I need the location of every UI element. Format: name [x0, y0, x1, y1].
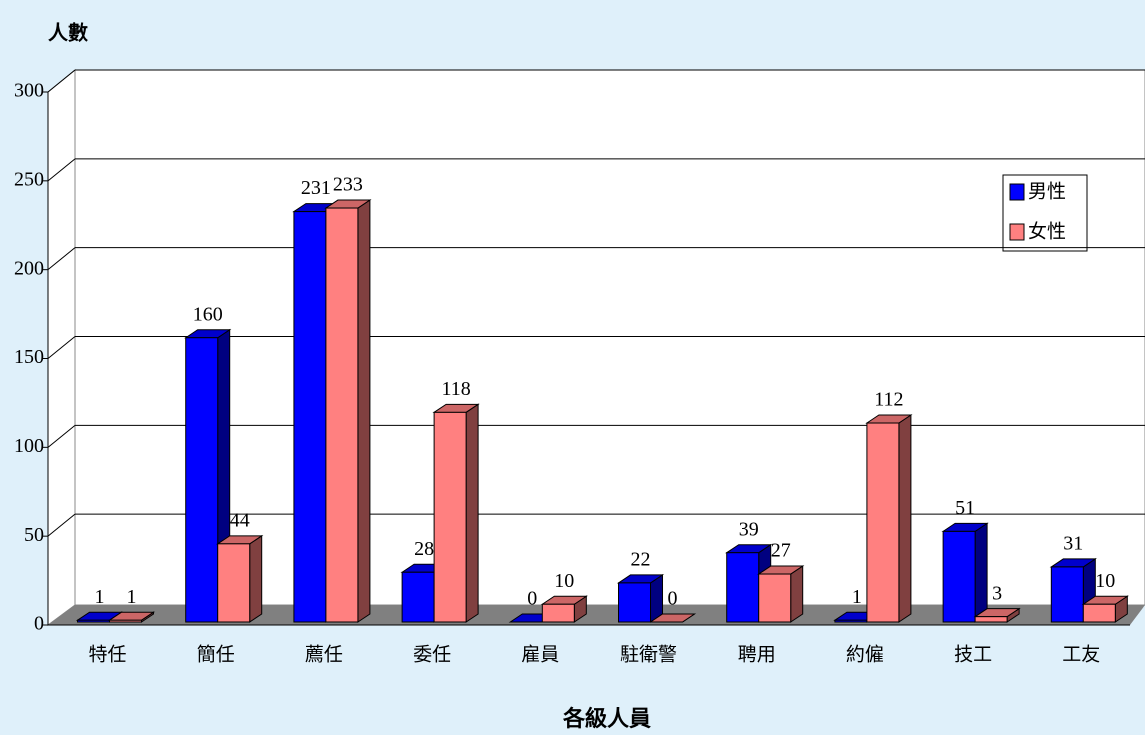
value-label: 28	[414, 538, 434, 560]
y-tick-label: 200	[14, 257, 44, 279]
x-tick-label: 特任	[89, 644, 127, 666]
y-axis-title: 人數	[48, 21, 88, 45]
x-tick-label: 雇員	[521, 644, 559, 666]
bar	[541, 603, 575, 623]
bar-top	[648, 613, 697, 623]
bar	[217, 543, 251, 623]
value-label: 1	[95, 586, 105, 608]
bar-side	[249, 534, 263, 623]
bar-side	[357, 199, 371, 623]
x-tick-label: 約僱	[846, 644, 884, 666]
bar	[1050, 566, 1084, 623]
value-label: 31	[1063, 533, 1083, 555]
value-label: 112	[874, 389, 903, 411]
bar	[1082, 603, 1116, 623]
bar	[942, 530, 976, 623]
x-tick-label: 技工	[954, 644, 992, 666]
bar	[109, 619, 143, 623]
value-label: 44	[230, 509, 250, 531]
bar	[726, 552, 760, 623]
bar-side	[898, 414, 912, 623]
y-tick-label: 0	[34, 613, 44, 635]
value-label: 39	[739, 518, 759, 540]
value-label: 0	[668, 588, 678, 610]
x-tick-label: 委任	[413, 644, 451, 666]
y-tick-label: 50	[24, 524, 44, 546]
bar	[325, 207, 359, 623]
grid-line	[47, 247, 76, 271]
y-tick-label: 300	[14, 80, 44, 102]
bar	[185, 337, 219, 623]
value-label: 0	[527, 588, 537, 610]
bar-side	[465, 403, 479, 623]
y-tick-label: 150	[14, 346, 44, 368]
x-tick-label: 聘用	[738, 644, 776, 666]
legend-swatch	[1009, 183, 1025, 201]
value-label: 160	[193, 303, 223, 325]
y-tick-label: 100	[14, 435, 44, 457]
bar	[433, 411, 467, 623]
value-label: 118	[441, 378, 470, 400]
legend-label: 女性	[1028, 221, 1066, 243]
value-label: 231	[301, 177, 331, 199]
x-axis-title: 各級人員	[562, 706, 651, 732]
bar	[758, 573, 792, 623]
bar	[77, 619, 111, 623]
value-label: 1	[127, 586, 137, 608]
grid-line	[47, 158, 76, 182]
value-label: 1	[852, 586, 862, 608]
bar	[293, 211, 327, 623]
x-tick-label: 薦任	[305, 644, 343, 666]
value-label: 3	[992, 582, 1002, 604]
value-label: 51	[955, 497, 975, 519]
bar-side	[974, 522, 988, 623]
x-tick-label: 駐衛警	[620, 644, 677, 666]
bar	[618, 582, 652, 623]
bar	[401, 571, 435, 623]
y-tick-label: 250	[14, 168, 44, 190]
bar	[974, 616, 1008, 623]
legend-swatch	[1009, 223, 1025, 241]
bar	[866, 422, 900, 623]
grid-line	[47, 336, 76, 359]
value-label: 10	[1095, 570, 1115, 592]
grid-line	[47, 424, 76, 448]
grid-line	[47, 513, 76, 537]
bar-side	[790, 565, 804, 623]
grid-line	[47, 69, 76, 93]
value-label: 22	[631, 549, 651, 571]
bar	[834, 619, 868, 623]
value-label: 233	[333, 174, 363, 196]
value-label: 27	[771, 540, 791, 562]
x-tick-label: 簡任	[197, 644, 235, 666]
value-label: 10	[554, 570, 574, 592]
x-tick-label: 工友	[1062, 644, 1100, 666]
legend-label: 男性	[1028, 181, 1066, 203]
